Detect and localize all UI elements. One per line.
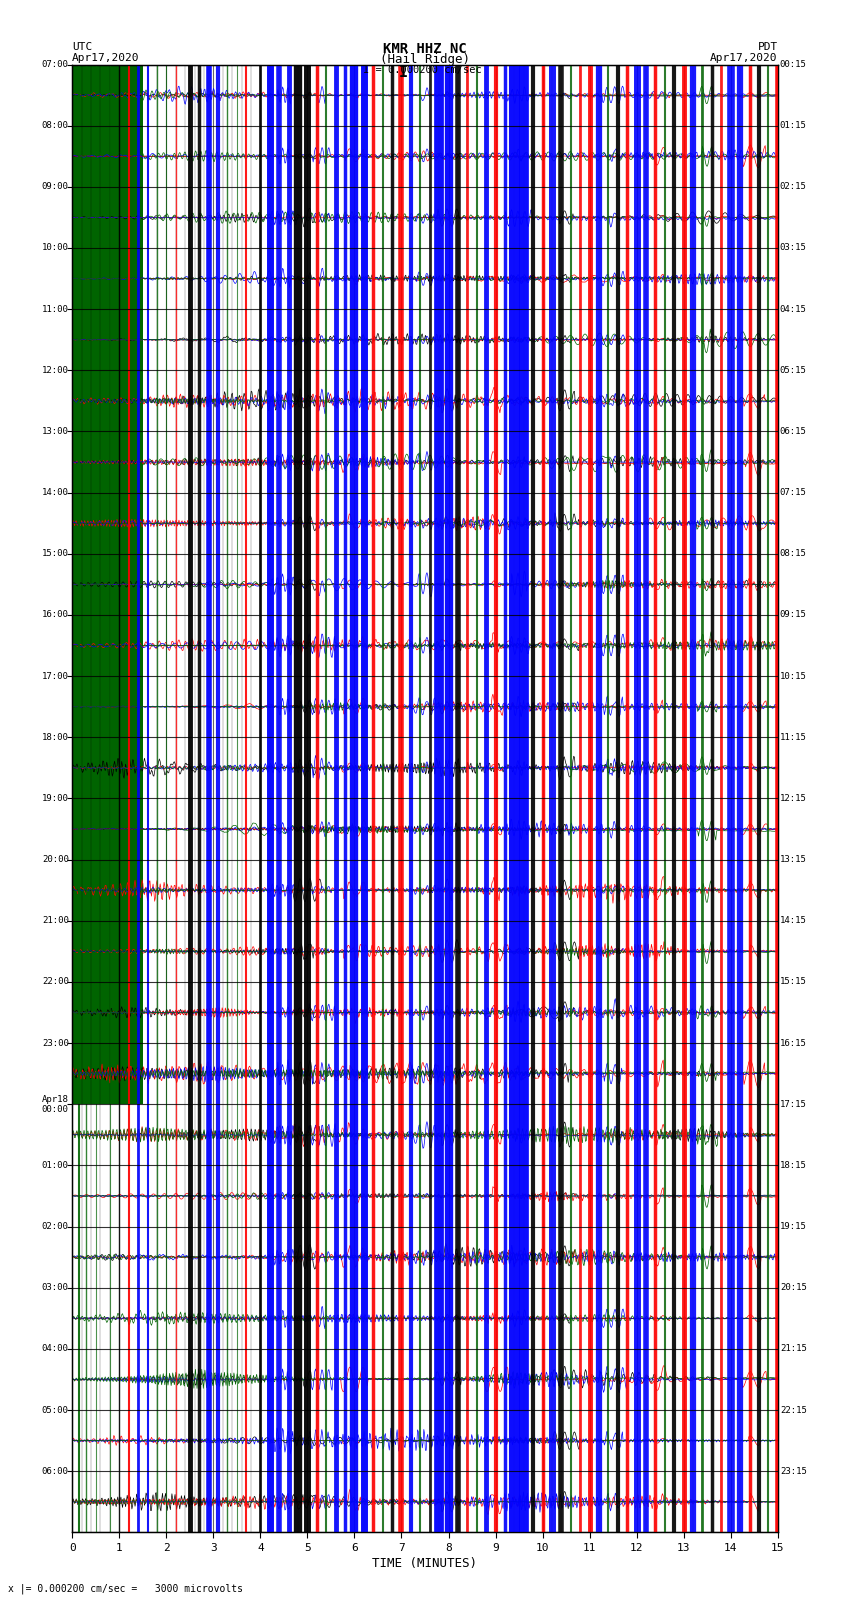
Text: 05:15: 05:15 [779, 366, 807, 374]
Text: 06:00: 06:00 [42, 1466, 69, 1476]
Text: 11:15: 11:15 [779, 732, 807, 742]
Text: 23:15: 23:15 [779, 1466, 807, 1476]
Text: 10:00: 10:00 [42, 244, 69, 253]
Text: 15:00: 15:00 [42, 550, 69, 558]
Text: 23:00: 23:00 [42, 1039, 69, 1047]
Text: 02:15: 02:15 [779, 182, 807, 192]
Text: 16:15: 16:15 [779, 1039, 807, 1047]
X-axis label: TIME (MINUTES): TIME (MINUTES) [372, 1557, 478, 1569]
Text: KMR HHZ NC: KMR HHZ NC [383, 42, 467, 56]
Text: 10:15: 10:15 [779, 671, 807, 681]
Text: I: I [400, 65, 408, 79]
Text: 03:15: 03:15 [779, 244, 807, 253]
Text: 02:00: 02:00 [42, 1223, 69, 1231]
Text: 18:00: 18:00 [42, 732, 69, 742]
Text: 01:15: 01:15 [779, 121, 807, 131]
Text: 18:15: 18:15 [779, 1161, 807, 1169]
Text: 08:15: 08:15 [779, 550, 807, 558]
Text: 07:00: 07:00 [42, 60, 69, 69]
Text: 05:00: 05:00 [42, 1405, 69, 1415]
Text: 16:00: 16:00 [42, 610, 69, 619]
Text: 14:00: 14:00 [42, 489, 69, 497]
Text: I = 0.000200 cm/sec: I = 0.000200 cm/sec [363, 65, 482, 74]
Text: 19:00: 19:00 [42, 794, 69, 803]
Text: 07:15: 07:15 [779, 489, 807, 497]
Text: Apr18
00:00: Apr18 00:00 [42, 1095, 69, 1115]
Text: 00:15: 00:15 [779, 60, 807, 69]
Text: 09:00: 09:00 [42, 182, 69, 192]
Text: 22:15: 22:15 [779, 1405, 807, 1415]
Text: 21:00: 21:00 [42, 916, 69, 926]
Text: 13:00: 13:00 [42, 427, 69, 436]
Text: 12:00: 12:00 [42, 366, 69, 374]
Text: 17:00: 17:00 [42, 671, 69, 681]
Text: 20:15: 20:15 [779, 1284, 807, 1292]
Text: 04:15: 04:15 [779, 305, 807, 313]
Text: x |= 0.000200 cm/sec =   3000 microvolts: x |= 0.000200 cm/sec = 3000 microvolts [8, 1582, 243, 1594]
Text: 08:00: 08:00 [42, 121, 69, 131]
Text: 15:15: 15:15 [779, 977, 807, 987]
Text: PDT: PDT [757, 42, 778, 52]
Text: 22:00: 22:00 [42, 977, 69, 987]
Text: UTC: UTC [72, 42, 93, 52]
Text: (Hail Ridge): (Hail Ridge) [380, 53, 470, 66]
Text: 12:15: 12:15 [779, 794, 807, 803]
Text: Apr17,2020: Apr17,2020 [72, 53, 139, 63]
Text: 20:00: 20:00 [42, 855, 69, 865]
Text: 06:15: 06:15 [779, 427, 807, 436]
Text: 17:15: 17:15 [779, 1100, 807, 1108]
Text: 13:15: 13:15 [779, 855, 807, 865]
Text: 14:15: 14:15 [779, 916, 807, 926]
Text: 01:00: 01:00 [42, 1161, 69, 1169]
Text: Apr17,2020: Apr17,2020 [711, 53, 778, 63]
Bar [72, 65, 143, 1105]
Text: 19:15: 19:15 [779, 1223, 807, 1231]
Text: 04:00: 04:00 [42, 1344, 69, 1353]
Text: 21:15: 21:15 [779, 1344, 807, 1353]
Text: 09:15: 09:15 [779, 610, 807, 619]
Text: 03:00: 03:00 [42, 1284, 69, 1292]
Text: 11:00: 11:00 [42, 305, 69, 313]
